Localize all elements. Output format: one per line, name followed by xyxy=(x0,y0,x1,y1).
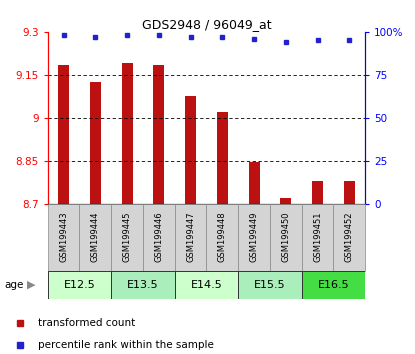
Bar xyxy=(302,204,334,271)
Text: GSM199449: GSM199449 xyxy=(249,212,259,262)
Text: GSM199444: GSM199444 xyxy=(91,212,100,262)
Text: GSM199447: GSM199447 xyxy=(186,212,195,263)
Bar xyxy=(111,204,143,271)
Text: GSM199443: GSM199443 xyxy=(59,212,68,263)
Title: GDS2948 / 96049_at: GDS2948 / 96049_at xyxy=(142,18,271,31)
Bar xyxy=(238,271,302,299)
Bar xyxy=(80,204,111,271)
Text: E14.5: E14.5 xyxy=(190,280,222,290)
Bar xyxy=(270,204,302,271)
Bar xyxy=(207,204,238,271)
Text: E12.5: E12.5 xyxy=(63,280,95,290)
Bar xyxy=(122,63,133,204)
Bar xyxy=(217,112,228,204)
Bar xyxy=(333,204,365,271)
Text: E13.5: E13.5 xyxy=(127,280,159,290)
Bar xyxy=(280,198,291,204)
Bar xyxy=(48,204,80,271)
Bar xyxy=(344,181,355,204)
Bar xyxy=(238,204,270,271)
Text: GSM199448: GSM199448 xyxy=(218,212,227,263)
Text: age: age xyxy=(4,280,24,290)
Text: GSM199446: GSM199446 xyxy=(154,212,164,263)
Text: transformed count: transformed count xyxy=(38,318,135,329)
Text: GSM199445: GSM199445 xyxy=(122,212,132,262)
Text: GSM199451: GSM199451 xyxy=(313,212,322,262)
Bar xyxy=(312,181,323,204)
Bar xyxy=(48,271,111,299)
Bar xyxy=(249,162,260,204)
Bar xyxy=(153,65,164,204)
Bar xyxy=(175,271,238,299)
Bar xyxy=(302,271,365,299)
Text: GSM199450: GSM199450 xyxy=(281,212,290,262)
Text: ▶: ▶ xyxy=(27,280,35,290)
Bar xyxy=(90,82,101,204)
Text: E16.5: E16.5 xyxy=(317,280,349,290)
Bar xyxy=(58,65,69,204)
Text: percentile rank within the sample: percentile rank within the sample xyxy=(38,339,214,350)
Bar xyxy=(185,96,196,204)
Bar xyxy=(143,204,175,271)
Text: E15.5: E15.5 xyxy=(254,280,286,290)
Bar xyxy=(111,271,175,299)
Bar xyxy=(175,204,207,271)
Text: GSM199452: GSM199452 xyxy=(345,212,354,262)
